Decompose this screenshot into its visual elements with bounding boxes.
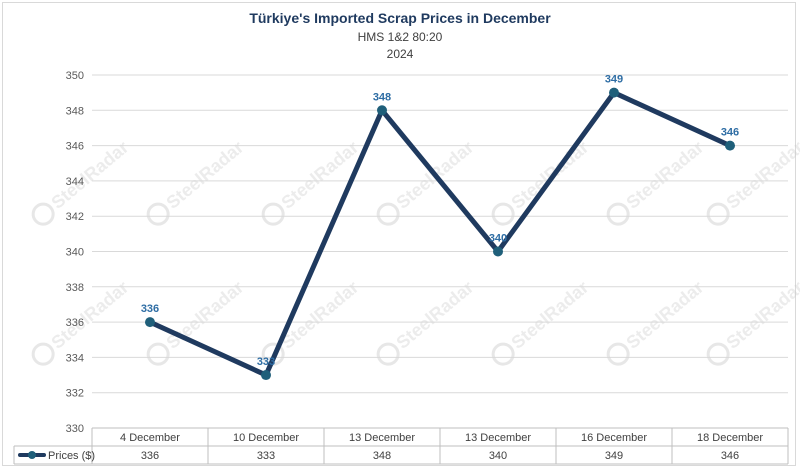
legend-series-name: Prices ($) [48,450,95,462]
watermark-icon [491,202,515,226]
x-category-label: 18 December [697,432,763,444]
watermark-icon [261,342,285,366]
y-axis: 330 332 334 336 338 340 342 344 346 348 350 [66,70,84,435]
y-tick-label: 336 [66,317,84,329]
y-tick-label: 340 [66,247,84,259]
watermark-icon [706,202,730,226]
watermark-text: SteelRadar [162,137,247,213]
data-point [725,140,735,151]
x-category-label: 13 December [465,432,531,444]
data-label: 349 [605,74,623,86]
table-value: 348 [373,450,391,462]
watermark-icon [706,342,730,366]
watermark-icon [146,202,170,226]
watermark-logo: SteelRadar [146,277,247,366]
chart-frame [2,2,796,466]
table-value: 333 [257,450,275,462]
data-point [493,246,503,257]
table-value: 346 [721,450,739,462]
y-tick-label: 332 [66,388,84,400]
watermark-text: SteelRadar [162,277,247,353]
watermark-text: SteelRadar [277,137,362,213]
watermark-text: SteelRadar [622,137,707,213]
data-label: 336 [141,303,159,315]
data-table: 4 December 10 December 13 December 13 Decem… [13,427,789,465]
y-tick-label: 342 [66,211,84,223]
series-layer [145,87,735,381]
y-tick-label: 350 [66,70,84,82]
chart-subtitle: HMS 1&2 80:20 [357,30,443,44]
watermark-logo: SteelRadar [491,277,592,366]
series-line-prices [148,89,732,379]
y-tick-label: 334 [66,352,84,364]
gridlines [92,74,788,429]
watermark-layer: SteelRadar SteelRadar SteelRadar SteelRadar… [31,137,800,366]
x-category-label: 16 December [581,432,647,444]
watermark-logo: SteelRadar [606,137,707,226]
y-tick-label: 330 [66,423,84,435]
watermark-logo: SteelRadar [606,277,707,366]
watermark-icon [376,342,400,366]
watermark-text: SteelRadar [622,277,707,353]
data-label: 348 [373,91,391,103]
x-category-label: 10 December [233,432,299,444]
watermark-icon [376,202,400,226]
y-tick-label: 338 [66,282,84,294]
data-point [377,105,387,116]
table-value: 336 [141,450,159,462]
chart-title: Türkiye's Imported Scrap Prices in Decem… [249,10,551,26]
data-label: 340 [489,233,507,245]
watermark-icon [146,342,170,366]
watermark-logo: SteelRadar [376,137,477,226]
chart-year: 2024 [386,47,414,61]
watermark-logo: SteelRadar [146,137,247,226]
watermark-text: SteelRadar [507,277,592,353]
legend-marker-icon [28,451,36,459]
data-point [609,87,619,98]
watermark-logo: SteelRadar [261,137,362,226]
data-label: 346 [721,127,739,139]
watermark-logo: SteelRadar [706,137,800,226]
watermark-icon [31,202,55,226]
x-category-label: 4 December [120,432,180,444]
watermark-text: SteelRadar [392,277,477,353]
watermark-text: SteelRadar [507,137,592,213]
watermark-logo: SteelRadar [376,277,477,366]
watermark-logo: SteelRadar [706,277,800,366]
watermark-text: SteelRadar [722,277,800,353]
watermark-icon [491,342,515,366]
watermark-text: SteelRadar [47,137,132,213]
y-tick-label: 348 [66,105,84,117]
y-tick-label: 346 [66,141,84,153]
data-point [145,317,155,328]
data-labels: 336 333 348 340 349 346 [141,74,739,368]
x-category-label: 13 December [349,432,415,444]
table-value: 340 [489,450,507,462]
data-label: 333 [257,356,275,368]
watermark-icon [606,202,630,226]
watermark-text: SteelRadar [47,277,132,353]
watermark-icon [261,202,285,226]
watermark-icon [31,342,55,366]
watermark-logo: SteelRadar [491,137,592,226]
y-tick-label: 344 [66,176,84,188]
table-value: 349 [605,450,623,462]
watermark-icon [606,342,630,366]
data-point [261,370,271,381]
